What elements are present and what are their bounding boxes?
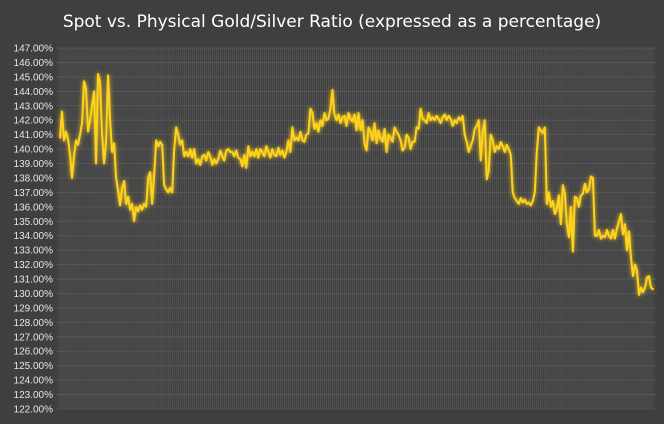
y-tick-label: 144.00% <box>14 87 54 98</box>
y-tick-label: 143.00% <box>14 101 54 112</box>
ratio-series-line <box>59 72 654 296</box>
y-tick-label: 124.00% <box>14 376 54 387</box>
y-tick-label: 125.00% <box>14 361 54 372</box>
y-tick-label: 134.00% <box>14 231 54 242</box>
y-tick-label: 139.00% <box>14 159 54 170</box>
y-axis-tick-labels: 122.00% 123.00% 124.00% 125.00% 126.00% 127.0… <box>14 44 54 416</box>
chart-title: Spot vs. Physical Gold/Silver Ratio (exp… <box>63 12 601 32</box>
y-tick-label: 140.00% <box>14 145 54 156</box>
y-tick-label: 122.00% <box>14 405 54 416</box>
y-tick-label: 133.00% <box>14 246 54 257</box>
y-tick-label: 128.00% <box>14 318 54 329</box>
y-tick-label: 135.00% <box>14 217 54 228</box>
y-tick-label: 145.00% <box>14 72 54 83</box>
y-tick-label: 132.00% <box>14 260 54 271</box>
y-tick-label: 126.00% <box>14 347 54 358</box>
y-tick-label: 146.00% <box>14 58 54 69</box>
y-tick-label: 123.00% <box>14 390 54 401</box>
y-tick-label: 127.00% <box>14 332 54 343</box>
y-tick-label: 138.00% <box>14 173 54 184</box>
y-tick-label: 147.00% <box>14 44 54 55</box>
y-tick-label: 142.00% <box>14 116 54 127</box>
y-tick-label: 141.00% <box>14 130 54 141</box>
y-tick-label: 130.00% <box>14 289 54 300</box>
y-tick-label: 137.00% <box>14 188 54 199</box>
y-tick-label: 129.00% <box>14 303 54 314</box>
y-tick-label: 131.00% <box>14 275 54 286</box>
y-tick-label: 136.00% <box>14 202 54 213</box>
vertical-gridlines <box>59 48 654 409</box>
